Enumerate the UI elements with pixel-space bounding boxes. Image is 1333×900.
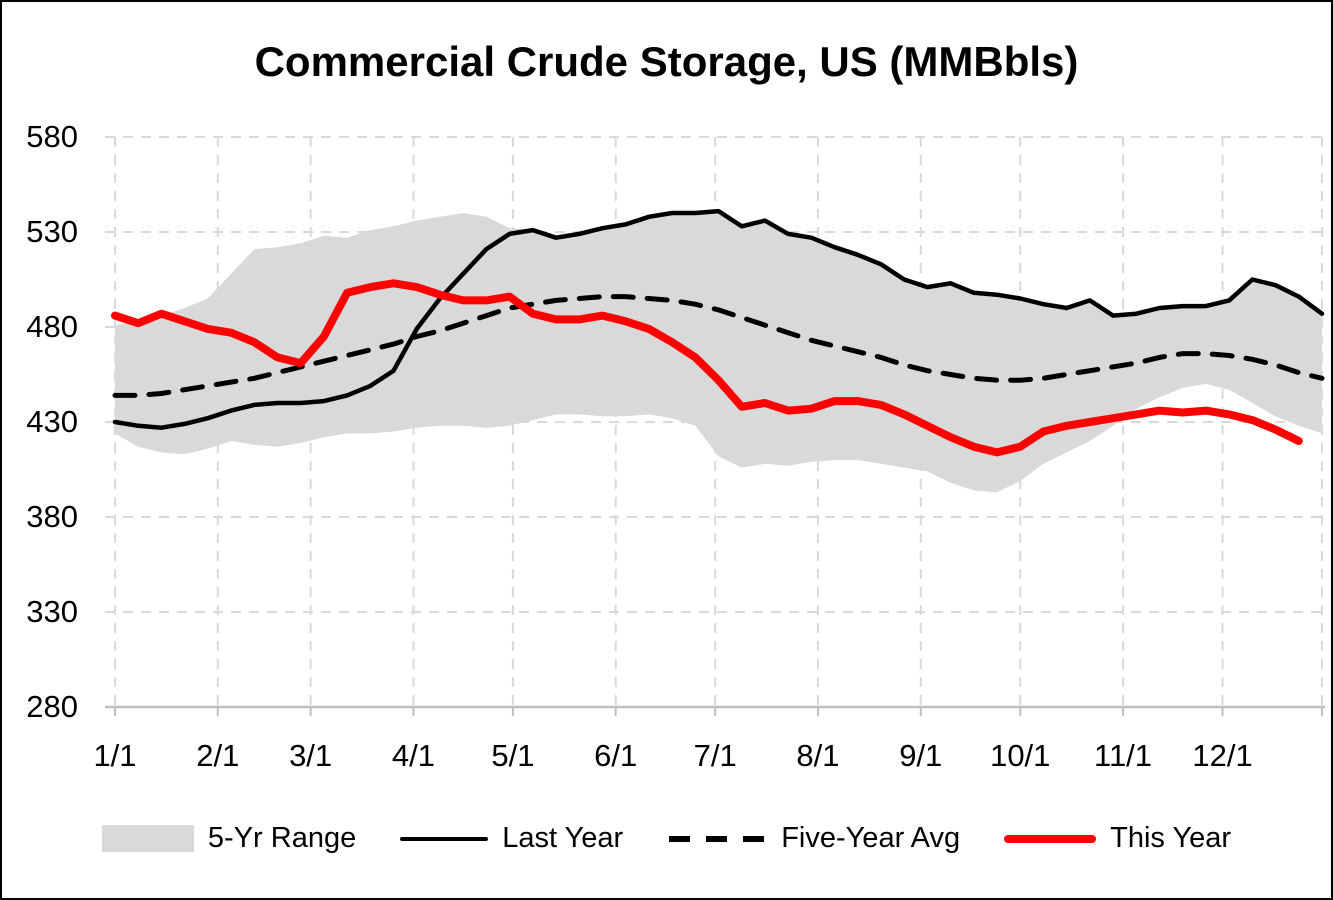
chart-plot-area	[105, 136, 1325, 716]
x-tick-label-12-1: 12/1	[1192, 738, 1253, 773]
x-tick-label-1-1: 1/1	[93, 738, 137, 773]
legend-item-5yr-range: 5-Yr Range	[101, 822, 357, 855]
x-tick-label-5-1: 5/1	[491, 738, 535, 773]
legend-item-five-year-avg: Five-Year Avg	[667, 822, 960, 855]
legend-label-5yr-range: 5-Yr Range	[207, 822, 357, 854]
this-year-line-swatch-icon	[1004, 834, 1097, 843]
y-tick-label-480: 480	[26, 309, 78, 344]
series-five-year-avg	[112, 294, 1325, 398]
legend-label-last-year: Last Year	[502, 822, 624, 854]
legend-item-this-year: This Year	[1004, 822, 1231, 855]
x-tick-label-4-1: 4/1	[391, 738, 435, 773]
five-year-avg-dash-swatch-icon	[669, 835, 768, 842]
y-tick-label-280: 280	[26, 689, 78, 724]
chart-legend: 5-Yr Range Last Year Five-Year Avg This …	[2, 822, 1331, 855]
legend-item-last-year: Last Year	[400, 822, 623, 855]
legend-label-five-year-avg: Five-Year Avg	[781, 822, 961, 854]
y-tick-label-330: 330	[26, 594, 78, 629]
x-tick-label-7-1: 7/1	[693, 738, 737, 773]
y-tick-label-580: 580	[26, 119, 78, 154]
x-tick-label-9-1: 9/1	[899, 738, 943, 773]
5yr-range-swatch-icon	[101, 825, 194, 852]
x-tick-label-8-1: 8/1	[796, 738, 840, 773]
legend-label-this-year: This Year	[1110, 822, 1232, 854]
x-tick-label-2-1: 2/1	[196, 738, 240, 773]
chart-title: Commercial Crude Storage, US (MMBbls)	[254, 38, 1079, 85]
x-tick-label-6-1: 6/1	[594, 738, 638, 773]
y-tick-label-380: 380	[26, 499, 78, 534]
x-tick-label-11-1: 11/1	[1094, 738, 1153, 773]
series-last-year	[112, 208, 1325, 430]
series-this-year	[111, 279, 1303, 457]
last-year-line-swatch-icon	[400, 836, 489, 841]
x-tick-label-10-1: 10/1	[990, 738, 1051, 773]
y-tick-label-430: 430	[26, 404, 78, 439]
y-tick-label-530: 530	[26, 214, 78, 249]
series-5-yr-range	[115, 211, 1322, 493]
x-tick-label-3-1: 3/1	[289, 738, 333, 773]
